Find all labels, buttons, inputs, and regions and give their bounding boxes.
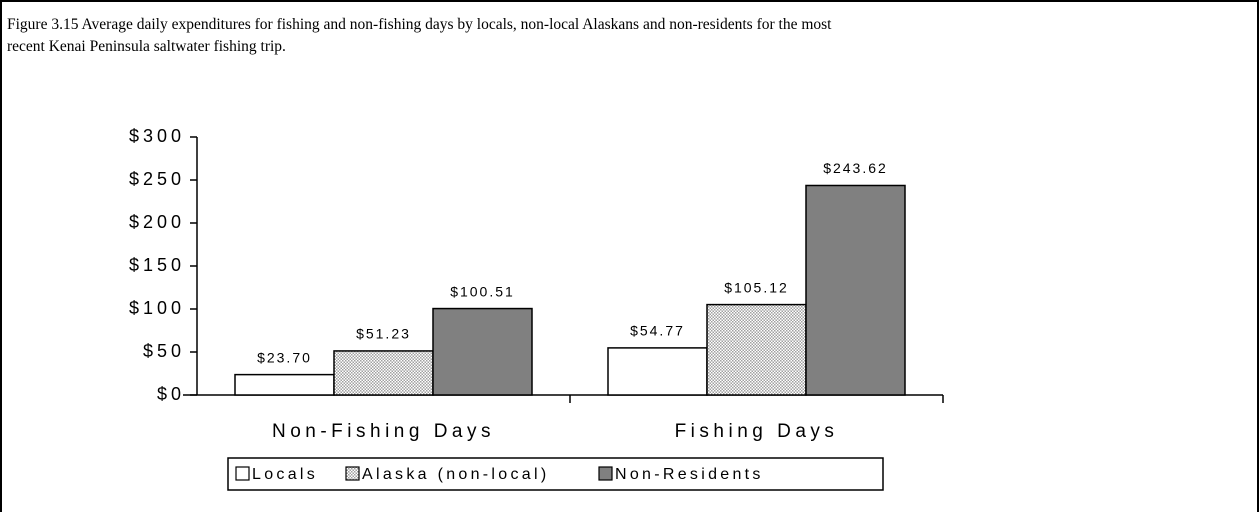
y-tick-label: $300 (129, 126, 185, 146)
legend-swatch (345, 466, 360, 481)
value-label: $100.51 (450, 283, 515, 299)
legend-label: Locals (252, 466, 318, 483)
bar (432, 307, 533, 396)
x-tick-label: Fishing Days (675, 421, 839, 442)
legend-swatch (235, 466, 250, 481)
value-label: $105.12 (724, 279, 789, 295)
value-label: $51.23 (356, 326, 411, 342)
legend-swatch (598, 466, 613, 481)
y-tick-label: $50 (143, 341, 185, 361)
value-label: $23.70 (257, 349, 312, 365)
bar (607, 347, 708, 396)
chart-title: Figure 3.15 Average daily expenditures f… (7, 16, 832, 55)
legend-box (227, 457, 884, 491)
value-label: $54.77 (630, 323, 685, 339)
legend-label: Non-Residents (615, 466, 764, 483)
y-tick-label: $0 (157, 384, 185, 404)
y-tick-label: $100 (129, 298, 185, 318)
y-tick-label: $200 (129, 212, 185, 232)
value-label: $243.62 (823, 160, 888, 176)
bar (333, 350, 434, 396)
bar (234, 373, 335, 396)
legend-label: Alaska (non-local) (362, 466, 549, 483)
bar (706, 303, 807, 396)
bar (805, 184, 906, 396)
x-tick-label: Non-Fishing Days (272, 421, 495, 442)
y-tick-label: $250 (129, 169, 185, 189)
y-tick-label: $150 (129, 255, 185, 275)
